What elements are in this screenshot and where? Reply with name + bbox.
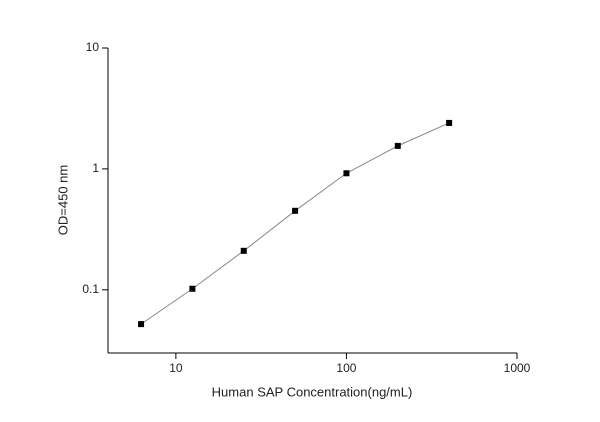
x-axis-title: Human SAP Concentration(ng/mL) <box>212 384 413 399</box>
x-tick-label: 10 <box>169 361 183 375</box>
y-axis-title: OD=450 nm <box>55 165 70 235</box>
series-line <box>140 122 450 325</box>
marker <box>292 207 299 214</box>
marker <box>446 119 453 126</box>
x-tick-label: 100 <box>336 361 356 375</box>
marker <box>189 285 196 292</box>
marker <box>240 247 247 254</box>
marker <box>138 321 145 328</box>
marker <box>343 170 350 177</box>
y-tick-label: 0.1 <box>82 282 99 296</box>
y-tick-label: 1 <box>92 161 99 175</box>
y-tick-label: 10 <box>86 40 100 54</box>
marker <box>394 142 401 149</box>
x-tick-label: 1000 <box>504 361 531 375</box>
